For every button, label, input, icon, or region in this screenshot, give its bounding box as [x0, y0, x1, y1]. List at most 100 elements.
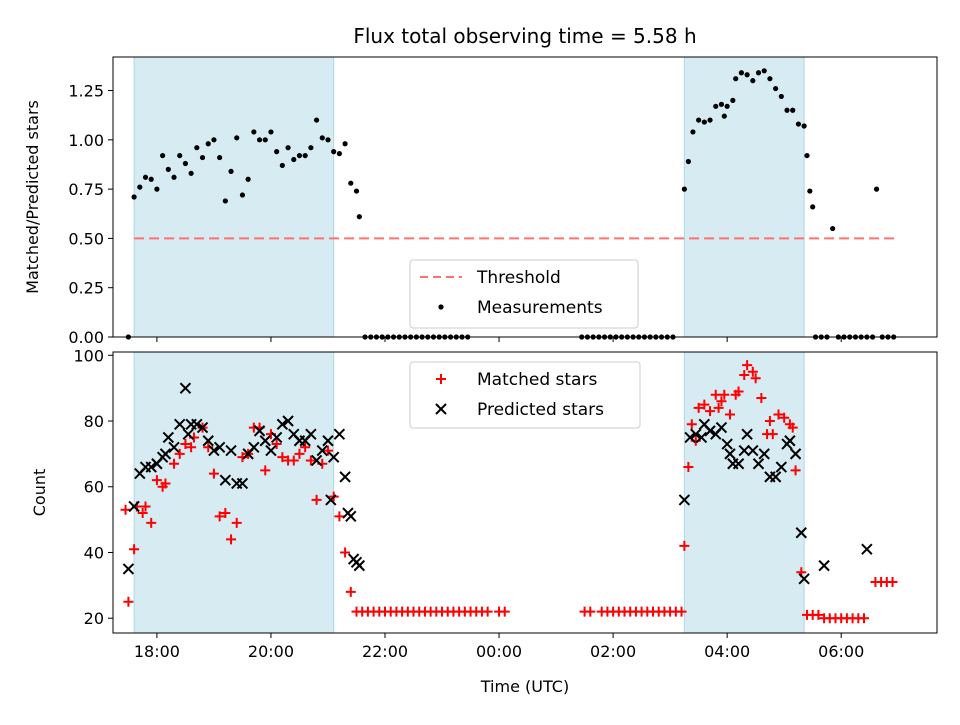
- data-point-matched: [271, 439, 282, 450]
- data-point-predicted: [769, 471, 782, 483]
- y-tick-label: 0.25: [68, 279, 104, 298]
- y-tick-label: 100: [73, 346, 104, 365]
- data-point-matched: [334, 511, 345, 522]
- shaded-span: [134, 352, 334, 633]
- data-point: [142, 174, 149, 180]
- data-point: [285, 145, 291, 151]
- data-point-predicted: [225, 444, 237, 457]
- data-point-matched: [322, 445, 333, 456]
- y-tick-label: 1.25: [68, 82, 104, 101]
- data-point-matched: [345, 586, 356, 597]
- data-point-matched: [305, 455, 316, 466]
- data-point-predicted: [724, 448, 736, 460]
- data-point-predicted: [248, 441, 260, 454]
- data-point-matched: [288, 455, 299, 466]
- data-point: [356, 214, 362, 220]
- data-point: [331, 149, 337, 155]
- data-point-matched: [294, 448, 305, 459]
- data-point-matched: [169, 458, 180, 469]
- data-point: [182, 160, 189, 167]
- y-tick-label: 0.75: [68, 180, 104, 199]
- data-point: [790, 107, 796, 113]
- data-point: [279, 162, 285, 169]
- data-point-predicted: [236, 477, 249, 490]
- plot-frame: [112, 56, 938, 338]
- shaded-span: [684, 57, 805, 337]
- data-point-predicted: [162, 431, 175, 444]
- x-tick-label: 06:00: [818, 642, 864, 661]
- legend-predicted-label: Predicted stars: [477, 400, 604, 420]
- data-point-matched: [300, 442, 311, 453]
- data-point-predicted: [282, 415, 294, 427]
- data-point-predicted: [758, 448, 770, 460]
- top-panel: 0.00 0.25 0.50 0.75 1.00 1.25 Matched/Predicte…: [23, 24, 938, 347]
- data-point-predicted: [353, 559, 366, 572]
- data-point: [165, 166, 171, 172]
- y-tick-label: 1.00: [68, 131, 104, 150]
- data-point: [724, 103, 730, 109]
- data-point: [795, 121, 802, 127]
- data-point-predicted: [345, 510, 357, 523]
- data-point: [685, 158, 691, 165]
- data-point: [767, 76, 773, 82]
- data-point: [807, 188, 813, 194]
- data-point-predicted: [732, 458, 745, 470]
- data-point: [353, 188, 360, 194]
- legend-threshold-label: Threshold: [476, 268, 561, 288]
- data-point-predicted: [818, 559, 830, 572]
- data-point-matched: [787, 422, 798, 433]
- data-point: [205, 141, 211, 147]
- data-point: [296, 152, 303, 159]
- data-point-predicted: [265, 444, 277, 457]
- data-point-matched: [208, 468, 219, 479]
- data-point: [217, 154, 223, 161]
- data-point-predicted: [168, 441, 180, 454]
- data-point-matched: [779, 412, 790, 423]
- data-point: [733, 76, 739, 82]
- data-point-predicted: [128, 500, 140, 513]
- shaded-span: [134, 57, 334, 337]
- data-point-matched: [679, 540, 690, 551]
- data-point-matched: [180, 439, 191, 450]
- data-point-matched: [499, 606, 510, 617]
- data-point-predicted: [861, 543, 873, 555]
- data-point-matched: [790, 465, 801, 476]
- bottom-panel: 20 40 60 80 100 18:00 20:00 22:00 00:00 02:00 04:0…: [30, 346, 938, 696]
- data-point-predicted: [678, 494, 691, 506]
- y-tick-label: 60: [84, 478, 104, 497]
- data-point-matched: [137, 508, 148, 519]
- data-point: [718, 101, 725, 107]
- data-point-predicted: [789, 448, 802, 460]
- data-point-predicted: [196, 421, 209, 434]
- data-point-matched: [676, 606, 687, 617]
- data-point: [810, 204, 816, 210]
- data-point-predicted: [784, 435, 796, 447]
- data-point-matched: [733, 386, 744, 397]
- data-point: [744, 72, 750, 78]
- data-point-matched: [739, 370, 750, 381]
- legend-box: [409, 259, 639, 329]
- data-point-matched: [482, 606, 493, 617]
- data-point: [302, 152, 308, 159]
- data-point-predicted: [738, 444, 750, 457]
- data-point: [308, 145, 314, 151]
- data-point: [245, 176, 251, 182]
- data-point: [154, 186, 160, 192]
- data-point: [750, 78, 756, 84]
- data-point-matched: [186, 442, 197, 453]
- x-tick-label: 22:00: [362, 642, 408, 661]
- data-point-predicted: [741, 428, 753, 440]
- data-point-matched: [585, 606, 596, 617]
- y-tick-label: 0.50: [68, 229, 104, 248]
- data-point-matched: [719, 389, 730, 400]
- data-point: [804, 152, 810, 159]
- data-point: [773, 85, 779, 92]
- data-point-matched: [340, 547, 351, 558]
- data-point-predicted: [316, 444, 328, 457]
- data-point-matched: [123, 596, 134, 607]
- data-point: [239, 192, 246, 198]
- data-point: [778, 93, 784, 100]
- y-tick-label: 40: [84, 543, 104, 562]
- data-point-matched: [767, 429, 778, 440]
- data-point: [199, 154, 206, 161]
